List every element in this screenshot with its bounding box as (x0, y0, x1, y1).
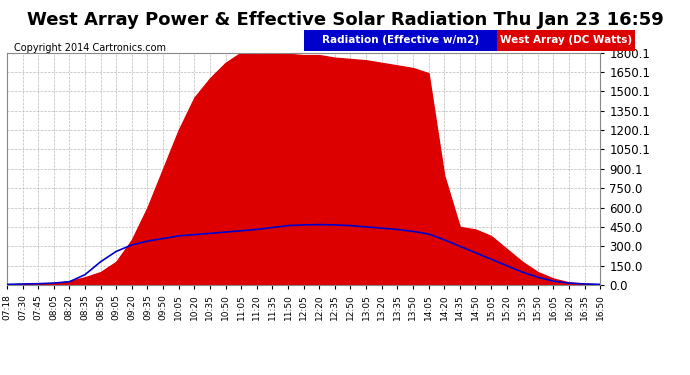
Text: Radiation (Effective w/m2): Radiation (Effective w/m2) (322, 35, 479, 45)
Text: West Array (DC Watts): West Array (DC Watts) (500, 35, 632, 45)
Text: Copyright 2014 Cartronics.com: Copyright 2014 Cartronics.com (14, 43, 166, 53)
Text: West Array Power & Effective Solar Radiation Thu Jan 23 16:59: West Array Power & Effective Solar Radia… (27, 11, 663, 29)
